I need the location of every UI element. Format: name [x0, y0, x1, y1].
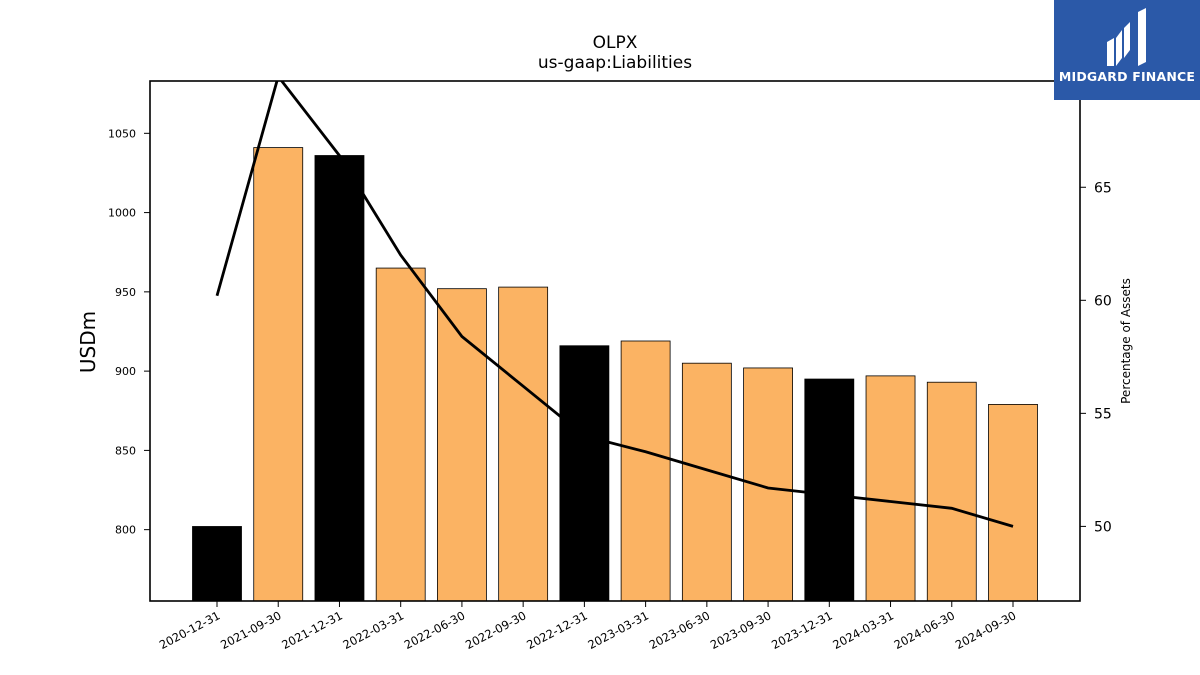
y-tick-label: 900 [115, 365, 136, 378]
x-tick-label: 2021-12-31 [279, 608, 345, 652]
bar-2022-03-31 [375, 267, 426, 602]
y2-axis-label: Percentage of Assets [1119, 278, 1133, 404]
bar-2022-09-30 [498, 286, 549, 602]
x-tick-label: 2024-06-30 [892, 608, 958, 652]
plot-frame [149, 80, 1081, 602]
brand-logo: MIDGARD FINANCE [1054, 0, 1200, 100]
bar-2024-06-30 [926, 381, 977, 602]
y-tick-label: 1050 [108, 127, 136, 140]
y-tick-label: 850 [115, 444, 136, 457]
x-tick-label: 2023-09-30 [708, 608, 774, 652]
y2-tick-label: 50 [1094, 519, 1112, 535]
bar-2023-09-30 [743, 367, 793, 602]
y-axis-label: USDm [76, 311, 100, 373]
x-tick-label: 2023-06-30 [647, 608, 713, 652]
y-tick-label: 1000 [108, 207, 136, 220]
x-tick-label: 2024-03-31 [830, 608, 896, 652]
y2-tick-label: 60 [1094, 293, 1112, 309]
bar-2024-09-30 [988, 404, 1038, 602]
percentage-of-assets-line [215, 81, 1014, 528]
x-tick-label: 2023-03-31 [585, 608, 651, 652]
chart-title: OLPX [593, 33, 638, 53]
y-tick-label: 800 [115, 524, 136, 537]
bar-2020-12-31 [192, 526, 242, 602]
x-tick-label: 2021-09-30 [218, 608, 284, 652]
x-tick-label: 2022-03-31 [341, 608, 407, 652]
bar-2022-06-30 [437, 288, 487, 602]
x-tick-label: 2022-06-30 [402, 608, 468, 652]
bar-2023-03-31 [620, 340, 671, 602]
bar-2023-06-30 [681, 362, 732, 602]
x-tick-label: 2022-09-30 [463, 608, 529, 652]
bar-2022-12-31 [559, 345, 610, 602]
bar-2021-12-31 [314, 155, 365, 602]
logo-text: MIDGARD FINANCE [1058, 69, 1196, 84]
y-tick-label: 950 [115, 286, 136, 299]
bar-2021-09-30 [253, 147, 304, 602]
y2-tick-label: 65 [1094, 180, 1112, 196]
chart-subtitle: us-gaap:Liabilities [538, 53, 692, 73]
bar-2024-03-31 [865, 375, 916, 602]
x-tick-label: 2023-12-31 [769, 608, 835, 652]
bar-2023-12-31 [804, 378, 855, 602]
x-tick-label: 2024-09-30 [953, 608, 1019, 652]
x-tick-label: 2020-12-31 [157, 608, 223, 652]
y2-tick-label: 55 [1094, 406, 1112, 422]
x-tick-label: 2022-12-31 [524, 608, 590, 652]
midgard-logo-icon [1107, 8, 1146, 66]
